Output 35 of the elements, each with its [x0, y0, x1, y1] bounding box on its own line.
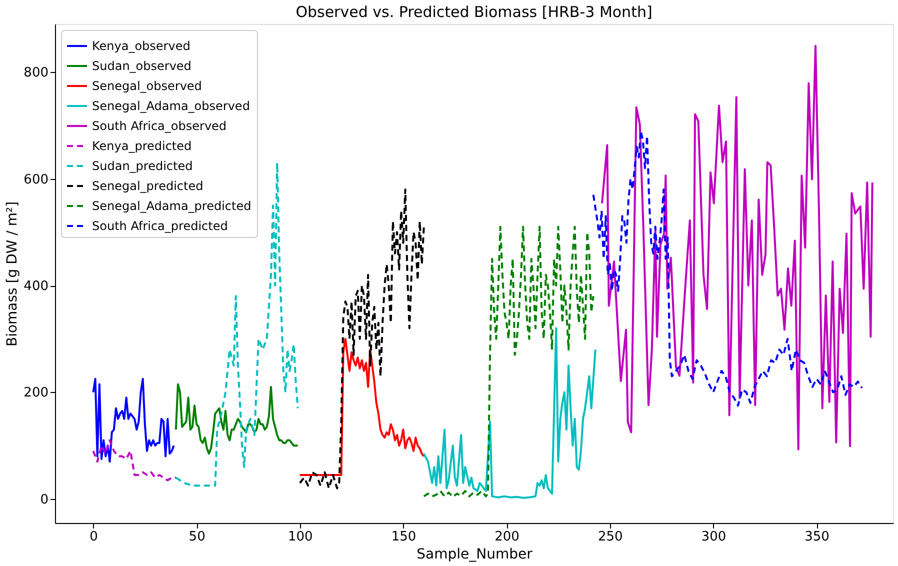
line-series	[422, 327, 596, 499]
legend-label: South Africa_observed	[92, 119, 227, 133]
y-tick-label: 800	[24, 66, 48, 81]
legend-label: Sudan_predicted	[92, 159, 193, 173]
x-tick-label: 150	[391, 530, 416, 544]
legend-label: South Africa_predicted	[92, 219, 228, 233]
x-tick-label: 300	[701, 530, 726, 544]
chart-title: Observed vs. Predicted Biomass [HRB-3 Month]	[296, 3, 652, 21]
y-tick-label: 400	[24, 279, 48, 294]
line-series	[92, 439, 177, 482]
line-series	[298, 338, 425, 476]
y-tick-label: 0	[40, 492, 48, 508]
legend-label: Sudan_observed	[92, 59, 192, 73]
y-tick-label: 600	[24, 172, 48, 188]
line-series	[592, 130, 863, 407]
x-tick-label: 100	[288, 530, 313, 544]
legend-label: Senegal_predicted	[92, 179, 204, 193]
legend-label: Kenya_observed	[92, 39, 190, 53]
x-tick-label: 350	[804, 530, 830, 544]
y-tick-label: 200	[24, 386, 48, 401]
line-series	[298, 188, 425, 490]
legend-label: Senegal_observed	[92, 79, 202, 93]
legend-label: Senegal_Adama_predicted	[92, 199, 252, 213]
x-tick-label: 250	[598, 530, 623, 544]
line-series	[422, 226, 594, 498]
x-tick-label: 200	[494, 530, 520, 544]
y-axis-title: Biomass [g DW / m²]	[4, 201, 21, 347]
x-tick-label: 50	[188, 530, 206, 544]
line-series	[601, 44, 874, 450]
line-series	[174, 383, 299, 455]
x-tick-label: 0	[90, 530, 98, 544]
legend-label: Senegal_Adama_observed	[92, 99, 250, 113]
legend-label: Kenya_predicted	[92, 139, 192, 153]
line-series	[92, 378, 175, 463]
x-axis-title: Sample_Number	[416, 546, 533, 562]
